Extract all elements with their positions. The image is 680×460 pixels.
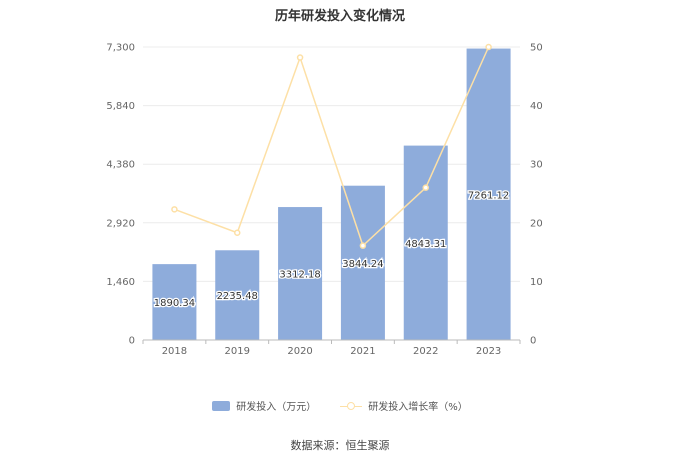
bar[interactable] xyxy=(466,48,511,341)
x-tick-label: 2018 xyxy=(162,346,187,357)
growth-rate-point[interactable] xyxy=(485,43,492,51)
growth-rate-point[interactable] xyxy=(234,229,241,237)
bar[interactable] xyxy=(152,264,197,340)
data-source: 数据来源：恒生聚源 xyxy=(290,439,390,452)
x-tick-label: 2022 xyxy=(413,346,438,357)
y-right-tick-label: 40 xyxy=(530,101,543,112)
x-tick-label: 2019 xyxy=(225,346,250,357)
bar-value-label: 1890.34 xyxy=(154,298,195,309)
x-tick-label: 2020 xyxy=(287,346,312,357)
bar-value-label: 2235.48 xyxy=(217,291,258,302)
y-left-tick-label: 5,840 xyxy=(106,101,135,112)
bar[interactable] xyxy=(340,185,385,340)
bar-value-label: 4843.31 xyxy=(405,239,446,250)
legend-line-label: 研发投入增长率（%） xyxy=(368,402,468,413)
growth-rate-point[interactable] xyxy=(171,206,178,213)
bar-value-label: 7261.12 xyxy=(468,190,509,201)
x-tick-label: 2023 xyxy=(476,346,501,357)
y-left-tick-label: 4,380 xyxy=(106,160,135,171)
bar-value-label: 3844.24 xyxy=(342,259,383,270)
legend-bar-swatch xyxy=(212,400,231,411)
bar-value-label: 3312.18 xyxy=(279,270,320,281)
y-right-tick-label: 0 xyxy=(530,336,536,347)
y-left-tick-label: 1,460 xyxy=(106,277,135,288)
legend-line-swatch xyxy=(340,401,363,411)
bar[interactable] xyxy=(403,145,448,340)
x-tick-label: 2021 xyxy=(350,346,375,357)
growth-rate-point[interactable] xyxy=(359,242,367,249)
legend: 研发投入（万元） 研发投入增长率（%） xyxy=(0,398,680,413)
chart-title: 历年研发投入变化情况 xyxy=(274,9,405,24)
y-right-tick-label: 10 xyxy=(530,277,543,288)
legend-bar-label: 研发投入（万元） xyxy=(236,402,317,413)
y-right-tick-label: 30 xyxy=(530,160,543,171)
y-left-tick-label: 2,920 xyxy=(106,218,135,229)
legend-item-line[interactable]: 研发投入增长率（%） xyxy=(340,398,468,413)
y-right-tick-label: 50 xyxy=(530,43,543,54)
bar[interactable] xyxy=(278,207,323,340)
legend-item-bar[interactable]: 研发投入（万元） xyxy=(212,398,316,413)
y-left-tick-label: 7,300 xyxy=(106,43,135,54)
y-right-tick-label: 20 xyxy=(530,218,543,229)
growth-rate-point[interactable] xyxy=(422,184,429,191)
bar[interactable] xyxy=(215,250,260,340)
y-left-tick-label: 0 xyxy=(129,336,135,347)
growth-rate-line xyxy=(174,46,490,247)
growth-rate-point[interactable] xyxy=(296,54,304,61)
